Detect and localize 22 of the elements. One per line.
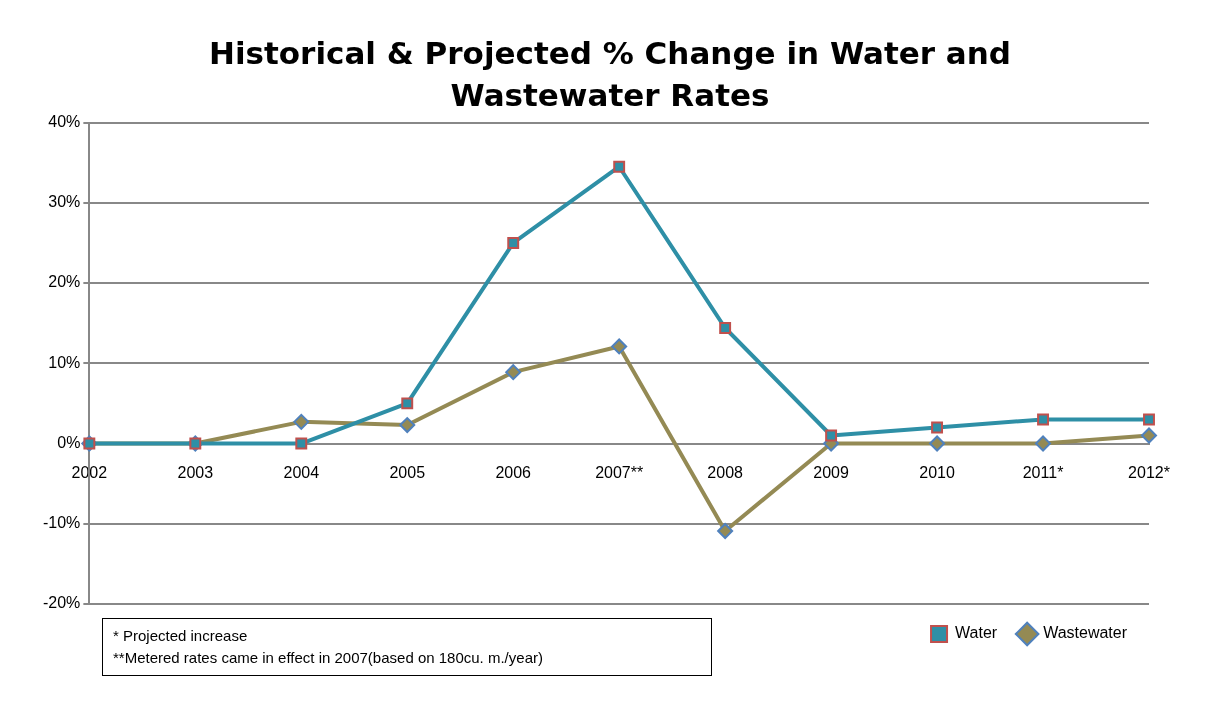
x-tick-label: 2012*: [1128, 463, 1170, 481]
x-tick-label: 2005: [389, 463, 426, 481]
y-tick-label: -20%: [42, 594, 81, 612]
x-tick-label: 2010: [919, 463, 955, 481]
x-tick-label: 2002: [71, 463, 108, 481]
x-tick-label: 2007**: [595, 463, 644, 481]
chart-title: Historical & Projected % Change in Water and Wastewater Rates: [208, 34, 1012, 115]
y-tick-label: 0%: [57, 433, 81, 451]
legend-label: Wastewater: [1043, 624, 1128, 642]
y-tick-label: 20%: [48, 273, 81, 291]
note-box: * Projected increase **Metered rates came in effect in 2007(based on 180cu. m./year): [102, 618, 712, 676]
x-tick-label: 2004: [283, 463, 320, 481]
x-tick-label: 2009: [813, 463, 849, 481]
y-tick-label: -10%: [42, 514, 81, 532]
y-tick-label: 30%: [48, 193, 81, 211]
x-tick-label: 2003: [177, 463, 214, 481]
y-tick-label: 40%: [48, 113, 81, 131]
y-tick-label: 10%: [48, 353, 81, 371]
x-tick-label: 2006: [495, 463, 532, 481]
legend-label: Water: [955, 624, 998, 642]
x-tick-label: 2011*: [1022, 463, 1064, 481]
x-tick-label: 2008: [707, 463, 744, 481]
